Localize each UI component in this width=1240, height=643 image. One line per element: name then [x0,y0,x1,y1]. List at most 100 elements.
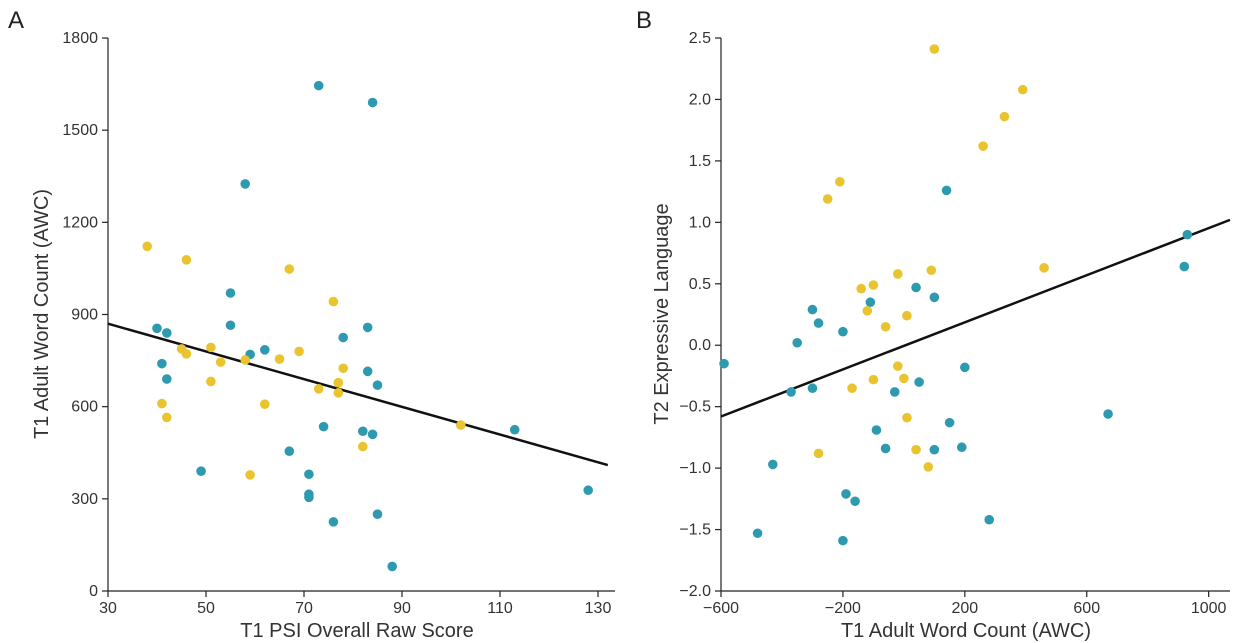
data-point [318,421,329,432]
data-point [944,417,955,428]
data-point [807,383,818,394]
data-point [338,332,349,343]
data-point [1103,409,1113,419]
data-point [768,459,778,470]
x-tick-label: 1000 [1191,600,1227,617]
x-tick-label: 600 [1073,600,1100,617]
y-tick-label: 900 [71,307,98,324]
panel-b-x-ticks: −600 −200 200 600 1000 [703,591,1227,617]
data-point [313,80,324,91]
panel-a-y-ticks: 0 300 600 900 1200 1500 1800 [62,30,108,600]
data-point [358,426,368,437]
y-tick-label: 0 [89,583,98,600]
y-tick-label: 2.0 [689,91,711,108]
data-point [841,489,851,499]
data-point [1182,229,1193,240]
data-point [162,374,172,384]
panel-a-points [142,80,593,572]
y-tick-label: −1.0 [679,460,711,477]
data-point [362,366,373,377]
data-point [926,265,937,276]
panel-b-x-axis-title: T1 Adult Word Count (AWC) [841,620,1091,642]
data-point [999,111,1010,122]
data-point [142,241,152,252]
data-point [157,358,167,369]
panel-b-letter: B [636,7,652,34]
x-tick-label: 30 [99,600,117,617]
data-point [865,297,876,308]
data-point [868,280,879,290]
x-tick-label: 70 [295,600,313,617]
panel-a-letter: A [8,7,24,34]
panel-a-regression-line [107,322,609,467]
data-point [313,384,324,394]
data-point [902,310,912,321]
data-point [871,425,882,435]
data-point [914,377,924,387]
data-point [911,282,921,293]
data-point [358,441,368,452]
data-point [941,185,952,196]
panel-b-y-axis-title: T2 Expressive Language [651,203,673,424]
data-point [387,561,398,572]
y-tick-label: 1.0 [689,214,711,231]
data-point [206,376,216,387]
data-point [847,383,857,394]
data-point [929,444,940,455]
data-point [978,141,988,151]
data-point [284,264,295,274]
x-tick-label: 110 [487,600,513,617]
panel-b: B −2.0 −1.5 −1.0 −0.5 0.0 0.5 1.0 1.5 2.0 2.5 −60… [636,7,1231,642]
data-point [923,462,934,472]
data-point [215,357,226,367]
y-tick-label: 1200 [62,214,98,231]
data-point [1017,84,1028,95]
y-tick-label: −2.0 [679,583,711,600]
data-point [152,323,162,334]
data-point [181,349,192,359]
y-tick-label: −1.5 [679,522,711,539]
data-point [813,318,824,328]
data-point [260,345,270,355]
data-point [162,412,172,423]
data-point [206,342,216,353]
data-point [328,296,339,307]
data-point [372,380,383,390]
data-point [157,398,167,409]
data-point [245,470,255,480]
data-point [240,355,250,365]
data-point [856,283,867,294]
data-point [838,326,848,337]
data-point [868,374,879,385]
panel-b-points [719,44,1193,546]
data-point [181,255,192,265]
data-point [752,528,763,539]
data-point [956,442,967,453]
data-point [911,444,921,455]
y-tick-label: −0.5 [679,399,711,416]
data-point [850,496,860,507]
x-tick-label: 130 [585,600,612,617]
data-point [583,485,593,496]
y-tick-label: 1.5 [689,153,711,170]
data-point [284,446,295,457]
y-tick-label: 0.0 [689,337,711,354]
data-point [786,387,796,397]
data-point [372,509,383,519]
data-point [1179,261,1190,272]
data-point [367,97,378,108]
data-point [892,361,903,371]
data-point [162,328,172,338]
data-point [333,377,344,388]
data-point [304,492,314,503]
data-point [338,363,349,374]
data-point [719,358,729,369]
panel-a-x-ticks: 30 50 70 90 110 130 [99,591,611,617]
data-point [294,346,304,357]
data-point [807,304,818,315]
data-point [260,399,270,410]
x-tick-label: 200 [951,600,978,617]
y-tick-label: 600 [71,399,98,416]
data-point [984,514,995,525]
data-point [304,469,314,480]
